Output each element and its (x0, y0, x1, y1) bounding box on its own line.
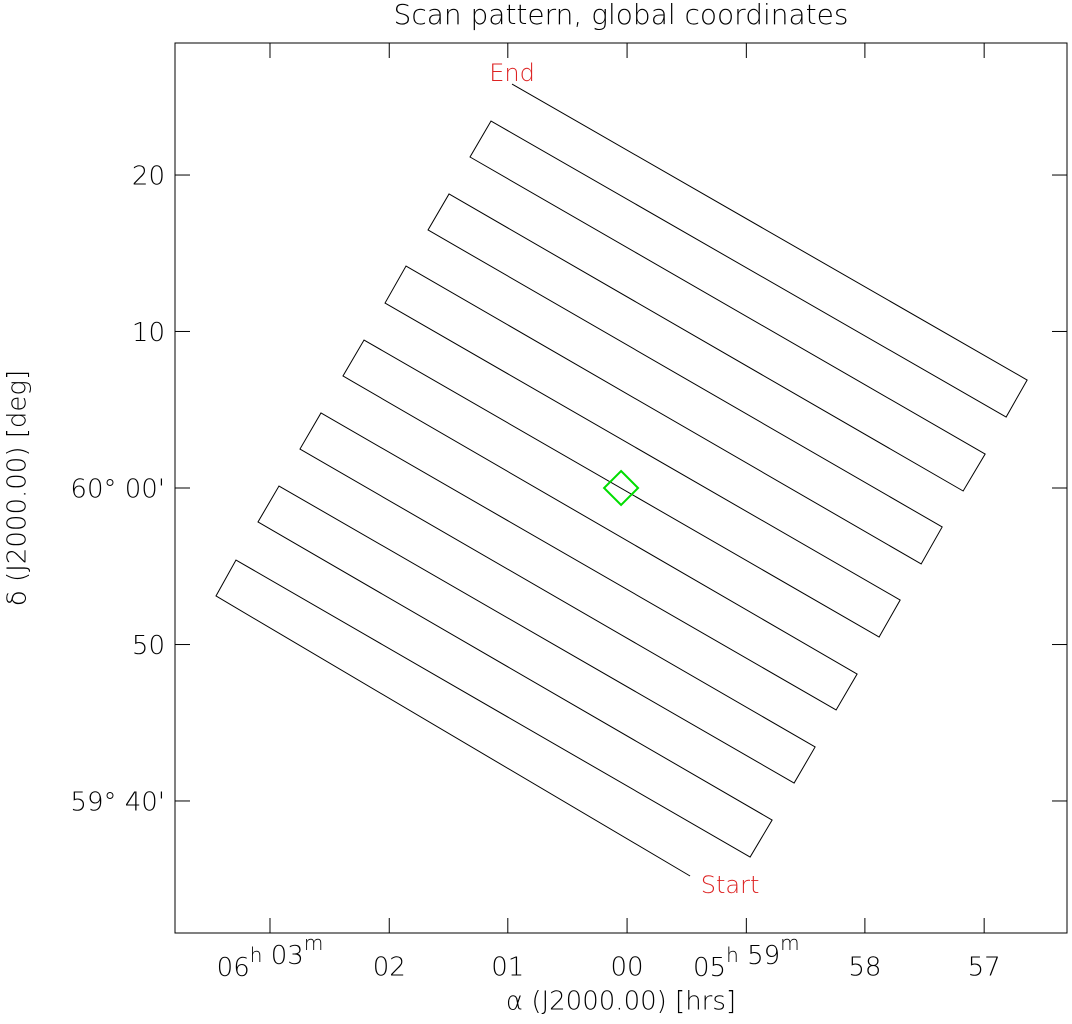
chart-title: Scan pattern, global coordinates (394, 0, 849, 31)
x-tick-label: 01 (491, 953, 524, 983)
scan-path (215, 83, 1028, 877)
y-tick-label: 50 (132, 631, 165, 661)
annotation: Start (701, 871, 760, 899)
x-tick-label: 58 (848, 953, 881, 983)
y-axis-label: δ (J2000.00) [deg] (3, 370, 33, 606)
y-tick-label: 20 (132, 162, 165, 192)
x-tick-label: 57 (968, 953, 1001, 983)
y-tick-label: 59° 40' (70, 787, 165, 817)
x-tick-label: 06h 03m (217, 931, 324, 983)
center-marker (602, 469, 640, 507)
x-axis-label: α (J2000.00) [hrs] (506, 987, 736, 1017)
y-tick-label: 60° 00' (70, 475, 165, 505)
annotation: End (489, 59, 535, 87)
y-tick-label: 10 (132, 318, 165, 348)
x-tick-label: 02 (373, 953, 406, 983)
x-tick-label: 00 (611, 953, 644, 983)
x-tick-label: 05h 59m (693, 931, 800, 983)
